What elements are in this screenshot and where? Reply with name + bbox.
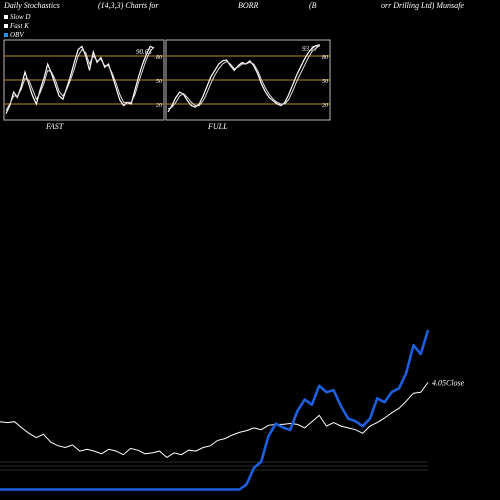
legend-swatch-fast-k: [4, 24, 8, 28]
legend-item-fast-k: Fast K: [4, 22, 29, 30]
header-symbol: BORR: [238, 1, 259, 10]
fast-last-value: 90.63: [136, 48, 152, 56]
obv-line: [0, 329, 430, 491]
fast-stochastic-panel: 80 50 20 90.63: [3, 39, 165, 121]
fast-tick-label-50: 50: [156, 79, 162, 85]
legend-label-slow-d: Slow D: [10, 13, 31, 21]
obv-price-panel: 4.05Close: [0, 329, 465, 491]
full-tick-label-20: 20: [322, 103, 328, 109]
legend-label-fast-k: Fast K: [10, 22, 29, 30]
close-last-value: 4.05Close: [432, 378, 465, 387]
header-company: orr Drilling Ltd) Munsafe: [381, 1, 464, 10]
close-price-line: [0, 382, 429, 459]
fast-line-1: [5, 46, 155, 111]
fast-tick-label-80: 80: [156, 55, 162, 61]
header-company-start: (B: [309, 1, 317, 10]
full-tick-label-50: 50: [322, 79, 328, 85]
legend-item-slow-d: Slow D: [4, 13, 30, 21]
legend-item-obv: OBV: [4, 31, 24, 39]
header-params: (14,3,3) Charts for: [98, 1, 159, 10]
fast-panel-caption: FAST: [46, 122, 64, 131]
header-title: Daily Stochastics: [4, 1, 60, 10]
legend-swatch-obv: [4, 33, 8, 37]
fast-tick-label-20: 20: [156, 103, 162, 109]
close-series-label: Close: [446, 378, 465, 387]
full-stochastic-panel: 80 50 20 93.77: [165, 39, 331, 121]
fast-line-0: [5, 45, 155, 114]
legend-swatch-slow-d: [4, 15, 8, 19]
legend-label-obv: OBV: [10, 31, 24, 39]
full-line-1: [167, 45, 321, 110]
full-line-0: [167, 44, 321, 113]
full-panel-caption: FULL: [208, 122, 228, 131]
full-last-value: 93.77: [302, 45, 318, 53]
full-tick-label-80: 80: [322, 55, 328, 61]
close-last-value-number: 4.05: [432, 378, 446, 387]
